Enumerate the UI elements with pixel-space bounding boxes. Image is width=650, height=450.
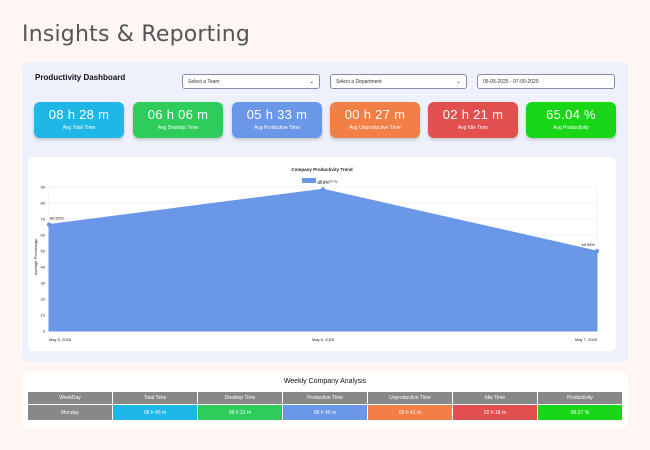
- y-tick-label: 20: [41, 297, 46, 302]
- data-point: [594, 249, 600, 254]
- department-select[interactable]: Select a Department ⌄: [330, 74, 467, 89]
- table-row: Monday 08 h 40 m 06 h 21 m 05 h 40 m 00 …: [27, 404, 623, 421]
- page-title: Insights & Reporting: [22, 22, 251, 47]
- kpi-value: 00 h 27 m: [344, 107, 406, 122]
- kpi-label: Avg Desktop Time: [157, 125, 199, 131]
- productivity-chart-card: 0 10 20 30 40 50 60 70 80 90 May 5, 2025 May 6, 20…: [28, 157, 616, 351]
- x-tick-label: May 6, 2025: [312, 337, 335, 342]
- dashboard-title: Productivity Dashboard: [35, 73, 126, 82]
- data-point: [320, 187, 326, 192]
- data-point: [46, 222, 52, 227]
- date-range-input[interactable]: 05-05-2025 - 07-05-2025: [477, 74, 615, 89]
- date-range-value: 05-05-2025 - 07-05-2025: [483, 78, 539, 85]
- kpi-row: 08 h 28 m Avg Total Time 06 h 06 m Avg D…: [34, 102, 630, 140]
- kpi-label: Avg Productivity: [553, 125, 589, 131]
- chart-x-ticks: May 5, 2025 May 6, 2025 May 7, 2025: [49, 337, 598, 342]
- kpi-label: Avg Idle Time: [457, 125, 489, 131]
- cell-unproductive-time: 00 h 41 m: [367, 404, 453, 421]
- kpi-card-unproductive-time: 00 h 27 m Avg Unproductive Time: [330, 102, 420, 138]
- cell-idle-time: 02 h 18 m: [452, 404, 538, 421]
- y-tick-label: 10: [41, 313, 46, 318]
- legend-label: Productivity: [319, 180, 338, 184]
- point-value-label: 88.6%: [317, 180, 329, 185]
- cell-productivity: 66.57 %: [537, 404, 623, 421]
- weekly-analysis-card: Weekly Company Analysis WeekDay Total Ti…: [22, 373, 628, 427]
- kpi-value: 05 h 33 m: [246, 107, 308, 122]
- table-title: Weekly Company Analysis: [283, 378, 367, 385]
- kpi-value: 08 h 28 m: [48, 107, 110, 122]
- cell-desktop-time: 06 h 21 m: [197, 404, 283, 421]
- col-productive-time: Productive Time: [282, 391, 368, 405]
- chart-y-ticks: 0 10 20 30 40 50 60 70 80 90: [41, 185, 46, 334]
- team-select[interactable]: Select a Team ⌄: [182, 74, 320, 89]
- team-select-value: Select a Team: [188, 78, 220, 85]
- y-axis-label: Average Percentage: [33, 238, 38, 275]
- kpi-label: Avg Productive Time: [254, 125, 300, 131]
- department-select-value: Select a Department: [336, 78, 382, 85]
- point-value-label: 66.52%: [50, 216, 64, 221]
- kpi-card-productivity: 65.04 % Avg Productivity: [526, 102, 616, 138]
- col-total-time: Total Time: [112, 391, 198, 405]
- x-tick-label: May 7, 2025: [575, 337, 598, 342]
- y-tick-label: 30: [41, 281, 46, 286]
- kpi-label: Avg Unproductive Time: [349, 125, 401, 131]
- productivity-chart: 0 10 20 30 40 50 60 70 80 90 May 5, 2025 May 6, 20…: [33, 167, 600, 342]
- weekly-analysis-table: WeekDay Total Time Desktop Time Producti…: [27, 391, 623, 421]
- chart-area-productivity: [48, 188, 598, 332]
- cell-productive-time: 05 h 40 m: [282, 404, 368, 421]
- y-tick-label: 0: [43, 329, 46, 334]
- y-tick-label: 50: [41, 249, 46, 254]
- chevron-down-icon: ⌄: [308, 79, 314, 85]
- table-header-row: WeekDay Total Time Desktop Time Producti…: [27, 391, 623, 405]
- cell-weekday: Monday: [27, 404, 113, 421]
- col-productivity: Productivity: [537, 391, 623, 405]
- kpi-label: Avg Total Time: [62, 125, 96, 131]
- chart-point-labels: 66.52% 88.6% 49.94%: [50, 180, 595, 247]
- kpi-card-total-time: 08 h 28 m Avg Total Time: [34, 102, 124, 138]
- col-desktop-time: Desktop Time: [197, 391, 283, 405]
- x-tick-label: May 5, 2025: [49, 337, 72, 342]
- kpi-card-idle-time: 02 h 21 m Avg Idle Time: [428, 102, 518, 138]
- y-tick-label: 60: [41, 233, 46, 238]
- kpi-value: 02 h 21 m: [442, 107, 504, 122]
- y-tick-label: 70: [41, 217, 46, 222]
- cell-total-time: 08 h 40 m: [112, 404, 198, 421]
- col-idle-time: Idle Time: [452, 391, 538, 405]
- kpi-value: 06 h 06 m: [147, 107, 209, 122]
- y-tick-label: 90: [41, 185, 46, 190]
- kpi-card-productive-time: 05 h 33 m Avg Productive Time: [232, 102, 322, 138]
- chart-title: Company Productivity Trend: [291, 167, 353, 172]
- chart-points: [46, 187, 600, 254]
- col-weekday: WeekDay: [27, 391, 113, 405]
- legend-swatch: [302, 178, 316, 183]
- y-tick-label: 40: [41, 265, 46, 270]
- kpi-value: 65.04 %: [546, 107, 596, 122]
- y-tick-label: 80: [41, 201, 46, 206]
- chevron-down-icon: ⌄: [455, 79, 461, 85]
- point-value-label: 49.94%: [581, 242, 595, 247]
- kpi-card-desktop-time: 06 h 06 m Avg Desktop Time: [133, 102, 223, 138]
- col-unproductive-time: Unproductive Time: [367, 391, 453, 405]
